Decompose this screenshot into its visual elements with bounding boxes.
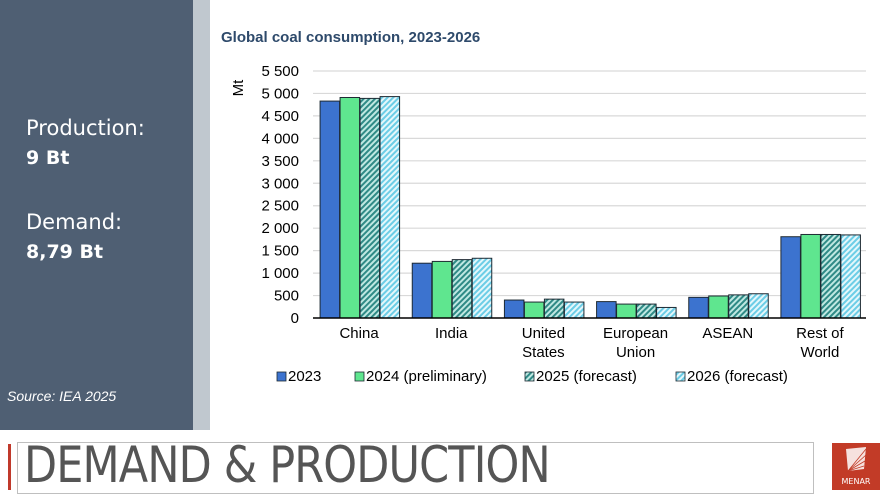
x-tick-label: India [435, 325, 468, 342]
legend-label: 2023 [288, 368, 321, 385]
bar [688, 296, 709, 319]
legend-label: 2024 (preliminary) [366, 368, 487, 385]
y-axis-label: Mt [230, 79, 247, 96]
legend-swatch [675, 371, 686, 382]
bar [596, 301, 617, 319]
y-tick-label: 0 [291, 310, 299, 327]
x-tick-label: Rest of [796, 325, 844, 342]
bar [411, 262, 433, 319]
x-tick-label: ASEAN [702, 325, 753, 342]
bar [656, 306, 677, 319]
bar [840, 234, 861, 319]
bar [451, 259, 473, 319]
chart-title: Global coal consumption, 2023-2026 [221, 29, 481, 46]
x-tick-label: Union [616, 344, 655, 361]
y-tick-label: 2 000 [261, 220, 299, 237]
x-tick-label: States [522, 344, 565, 361]
x-tick-label: China [339, 325, 379, 342]
y-tick-label: 3 500 [261, 153, 299, 170]
legend-swatch [276, 371, 287, 382]
menar-logo: MENAR [832, 443, 880, 490]
bar [503, 299, 525, 319]
source-note: Source: IEA 2025 [7, 388, 117, 404]
x-tick-label: European [603, 325, 668, 342]
bar [820, 233, 841, 319]
y-tick-label: 500 [274, 288, 299, 305]
y-tick-label: 1 000 [261, 265, 299, 282]
x-tick-label: World [800, 344, 839, 361]
title-accent-bar [8, 444, 11, 490]
title-box [17, 442, 814, 494]
bar [800, 233, 821, 319]
y-tick-label: 3 000 [261, 175, 299, 192]
page-title: DEMAND & PRODUCTION [24, 436, 551, 494]
legend-label: 2025 (forecast) [536, 368, 637, 385]
legend-label: 2026 (forecast) [687, 368, 788, 385]
y-tick-label: 4 500 [261, 108, 299, 125]
bar [728, 294, 749, 319]
bar [563, 301, 585, 319]
legend-swatch [524, 371, 535, 382]
bar [319, 100, 341, 319]
bar [616, 303, 637, 319]
y-tick-label: 5 000 [261, 85, 299, 102]
legend-swatch [354, 371, 365, 382]
bar [431, 260, 453, 319]
bar [339, 96, 361, 319]
bar [543, 298, 565, 319]
logo-fan-icon [846, 447, 867, 472]
bar [379, 96, 401, 319]
logo-text: MENAR [841, 477, 871, 486]
bar [780, 236, 801, 319]
bar [523, 301, 545, 319]
demand-label: Demand: [26, 210, 123, 234]
side-strip [193, 0, 210, 430]
bar [708, 295, 729, 319]
demand-value: 8,79 Bt [26, 241, 104, 263]
side-panel [0, 0, 193, 430]
production-label: Production: [26, 116, 145, 140]
x-tick-label: United [522, 325, 565, 342]
bar [748, 293, 769, 319]
bar [636, 303, 657, 319]
bar [359, 97, 381, 319]
y-tick-label: 5 500 [261, 63, 299, 80]
production-value: 9 Bt [26, 147, 70, 169]
y-tick-label: 2 500 [261, 198, 299, 215]
y-tick-label: 1 500 [261, 243, 299, 260]
coal-consumption-chart: 0 500 1 000 1 500 2 000 2 500 3 000 3 500 4 000 4… [230, 63, 866, 385]
y-tick-label: 4 000 [261, 130, 299, 147]
bar [471, 257, 493, 319]
